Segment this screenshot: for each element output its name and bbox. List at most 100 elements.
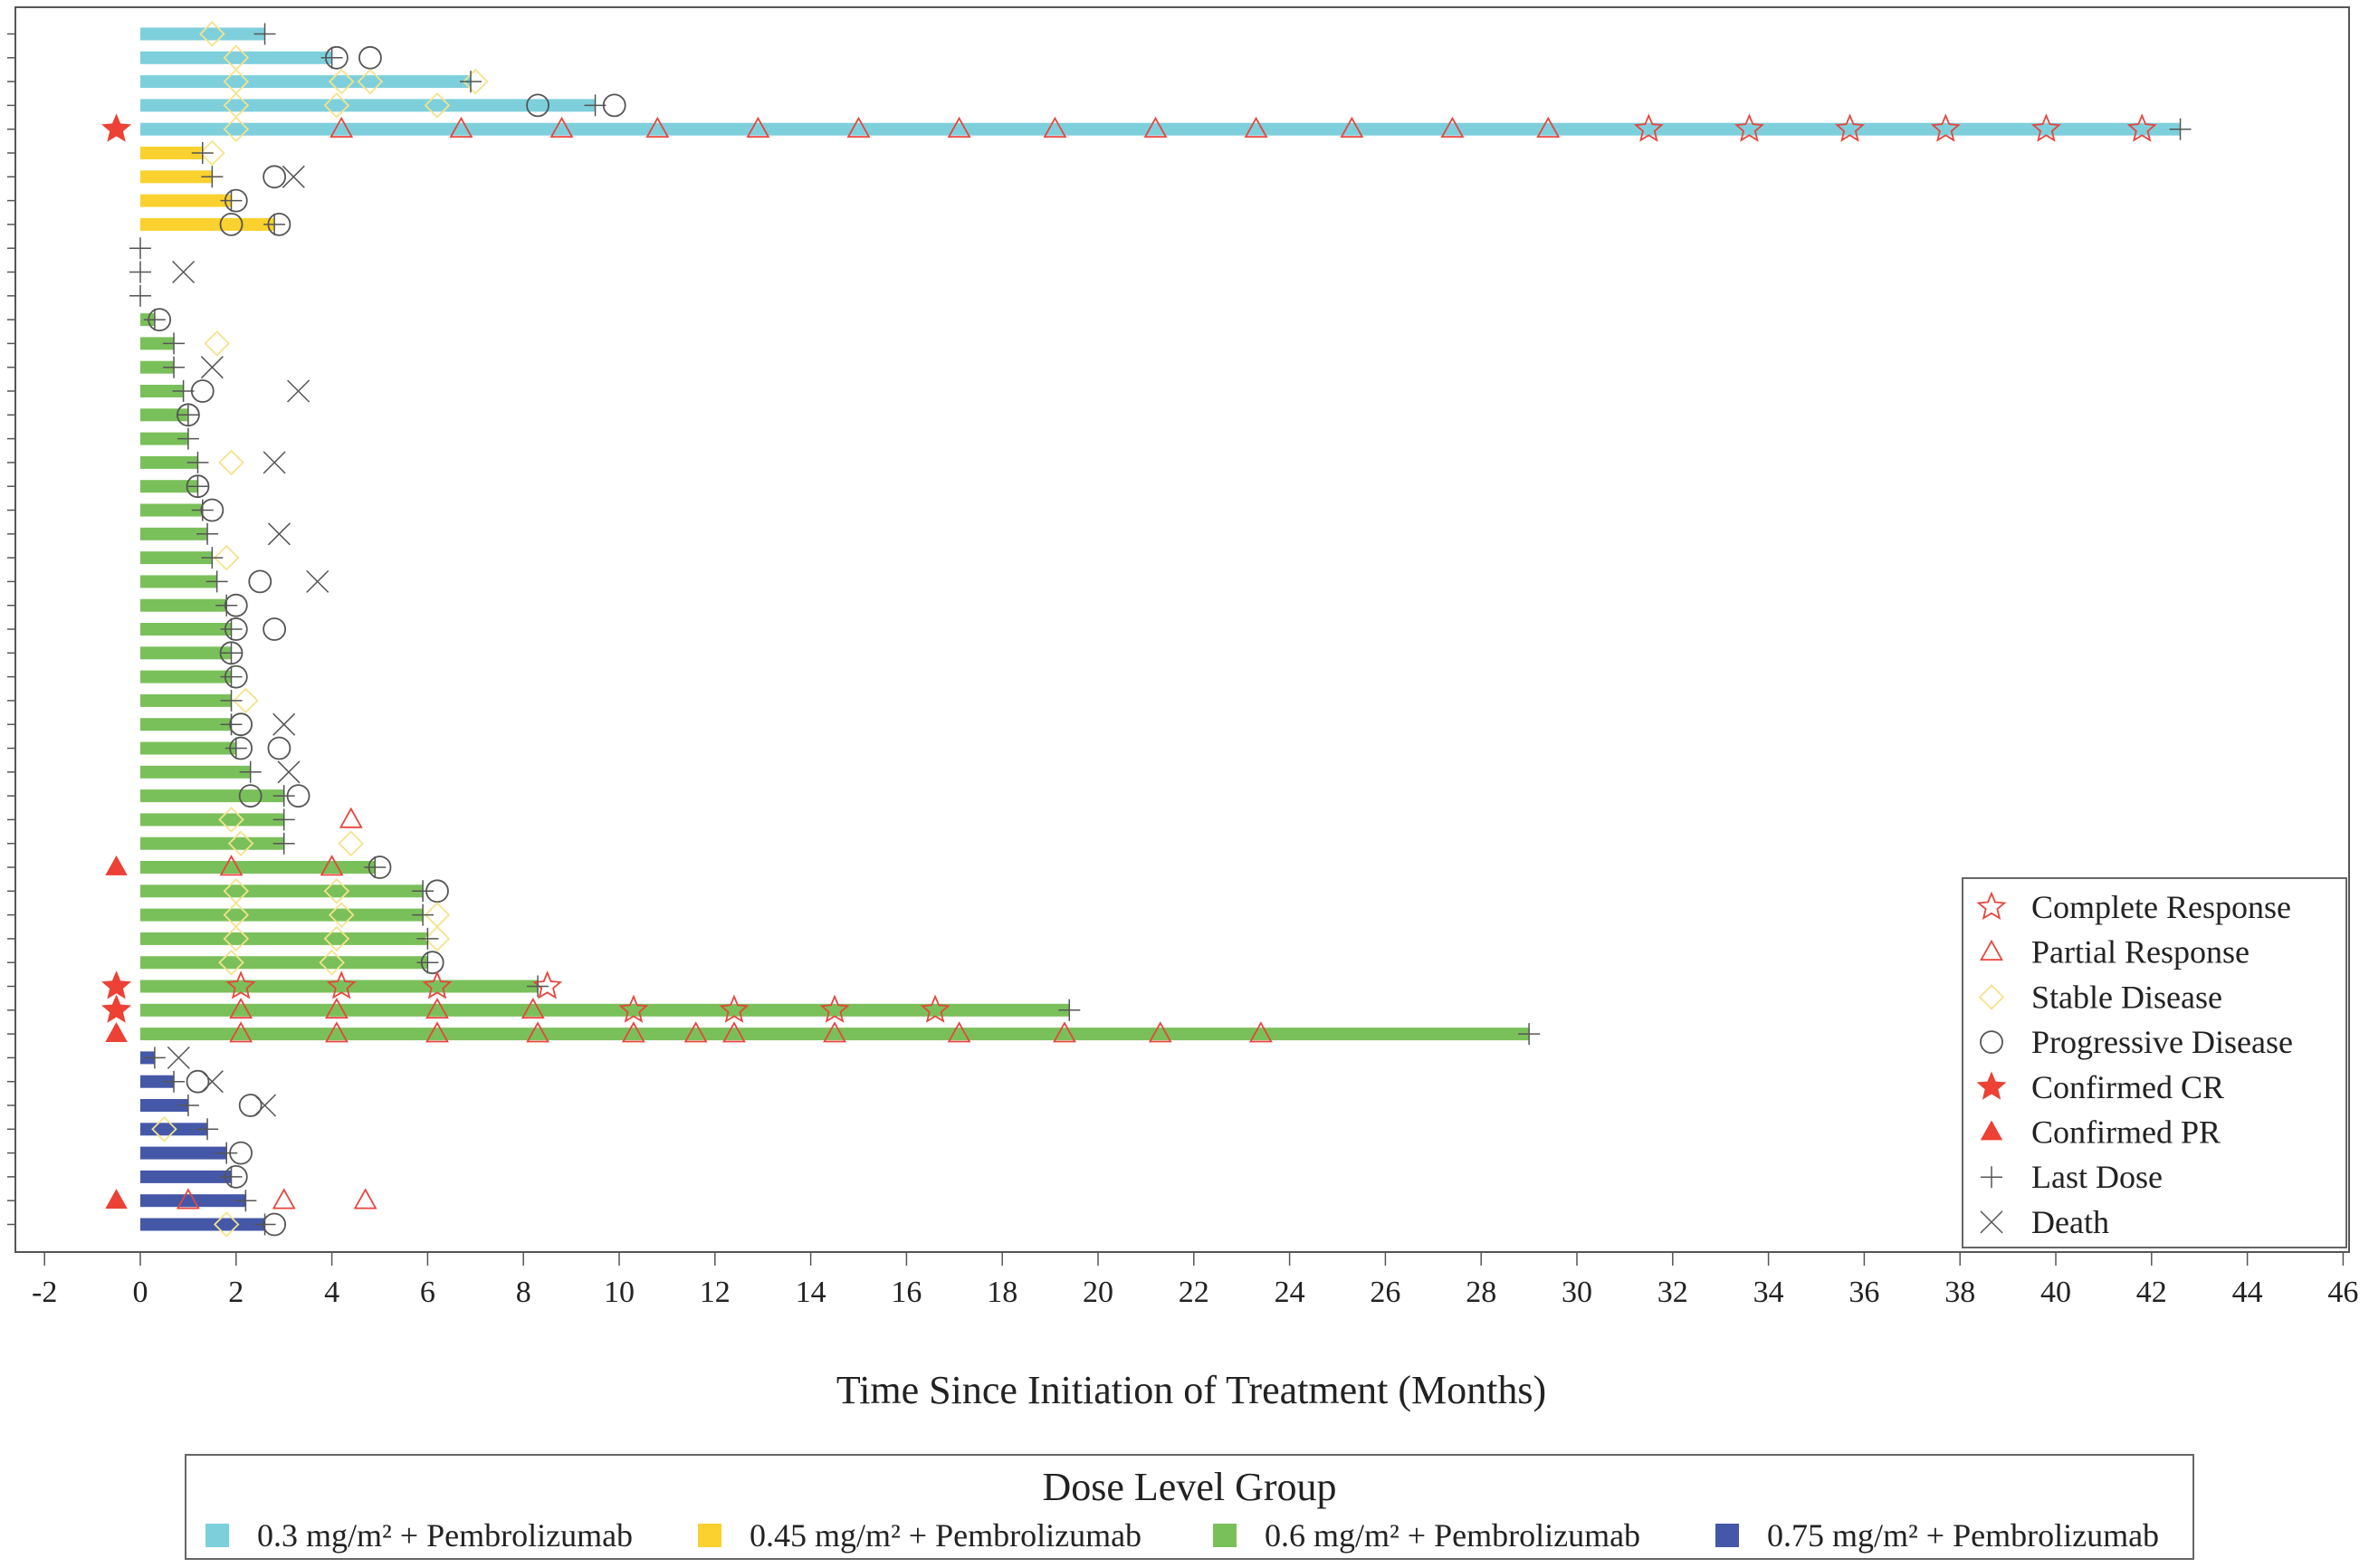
last-dose-marker (201, 166, 224, 188)
death-marker (263, 451, 286, 474)
patient-bar (140, 455, 198, 469)
patient-bar (140, 1099, 188, 1112)
partial-response-marker (1248, 1021, 1273, 1043)
patient-bar (140, 217, 275, 231)
partial-response-marker (549, 116, 574, 139)
patient-bar (140, 623, 232, 636)
partial-response-marker (320, 855, 344, 876)
progressive-disease-marker (238, 784, 263, 808)
patient-bar (140, 1123, 208, 1136)
x-tick-label: 34 (1753, 1276, 1784, 1309)
group-legend-label: 0.6 mg/m² + Pembrolizumab (1265, 1517, 1640, 1554)
response-legend-label: Complete Response (2031, 889, 2291, 925)
last-dose-marker (220, 665, 243, 688)
death-marker (287, 379, 310, 403)
response-legend-label: Death (2031, 1204, 2109, 1240)
last-dose-marker (263, 213, 286, 235)
patient-bar (140, 51, 332, 64)
last-dose-marker (412, 880, 435, 903)
group-legend-label: 0.3 mg/m² + Pembrolizumab (257, 1517, 633, 1554)
patient-bar (140, 908, 424, 922)
stable-disease-marker (204, 330, 230, 357)
partial-response-marker (1143, 116, 1168, 139)
x-axis-title: Time Since Initiation of Treatment (Mont… (836, 1368, 1546, 1412)
complete-response-marker (920, 994, 950, 1023)
last-dose-marker (416, 927, 439, 950)
stable-disease-marker (223, 925, 250, 952)
legend-cr-icon (1976, 891, 2007, 920)
last-dose-marker (186, 475, 209, 498)
partial-response-marker (324, 1021, 349, 1043)
x-tick-label: 16 (891, 1276, 922, 1309)
response-legend-item: Confirmed PR (1980, 1114, 2221, 1151)
partial-response-marker (846, 116, 871, 139)
death-marker (282, 165, 305, 188)
last-dose-marker (172, 380, 195, 402)
last-dose-marker (215, 1142, 238, 1164)
x-tick-label: 2 (228, 1276, 244, 1309)
death-marker (172, 260, 196, 284)
patient-bar (140, 1075, 175, 1088)
x-tick-label: 20 (1083, 1276, 1113, 1309)
legend-dt-icon (1980, 1210, 2003, 1234)
last-dose-marker (272, 785, 295, 808)
complete-response-marker (1633, 113, 1664, 142)
x-tick-label: 46 (2327, 1276, 2358, 1309)
progressive-disease-marker (190, 379, 215, 403)
complete-response-marker (326, 970, 357, 999)
stable-disease-marker (328, 68, 355, 95)
complete-response-marker (1734, 113, 1764, 142)
x-tick-label: 38 (1944, 1276, 1975, 1309)
response-legend-item: Last Dose (1981, 1159, 2163, 1195)
patient-bar (140, 170, 213, 184)
last-dose-marker (196, 522, 219, 545)
last-dose-marker (527, 975, 549, 998)
last-dose-marker (220, 642, 243, 664)
patient-bar (140, 1028, 1530, 1041)
last-dose-marker (460, 71, 482, 93)
group-legend-swatch (1715, 1524, 1739, 1547)
last-dose-marker (220, 713, 243, 736)
patient-bar (140, 980, 539, 993)
x-axis: -2 0 2 4 6 8 10 12 14 16 18 20 22 24 26 28 30 32 34 36 38 40 4… (32, 1252, 2358, 1309)
group-legend-swatch (205, 1524, 229, 1547)
partial-response-marker (219, 855, 244, 876)
legend-ld-icon (1981, 1166, 2002, 1189)
patient-bar (140, 551, 213, 565)
stable-disease-marker (323, 925, 350, 952)
last-dose-marker (234, 1190, 257, 1212)
x-tick-label: 12 (700, 1276, 731, 1309)
group-legend-swatch (1213, 1524, 1237, 1547)
x-tick-label: 14 (796, 1276, 826, 1309)
death-marker (200, 356, 224, 379)
last-dose-marker (253, 23, 276, 45)
last-dose-marker (129, 284, 151, 307)
partial-response-marker (425, 997, 449, 1019)
last-dose-marker (196, 1118, 219, 1141)
confirmed-pr-marker (105, 1022, 128, 1042)
progressive-disease-marker (263, 617, 287, 641)
partial-response-marker (339, 807, 363, 828)
stable-disease-marker (213, 544, 240, 571)
patient-bar (140, 956, 428, 970)
progressive-disease-marker (263, 165, 287, 189)
death-marker (167, 1046, 190, 1069)
last-dose-marker (272, 808, 295, 831)
patient-bar (140, 1194, 246, 1208)
confirmed-cr-marker (101, 994, 132, 1023)
legend-sd-icon (1978, 984, 2005, 1010)
group-legend-item: 0.75 mg/m² + Pembrolizumab (1715, 1517, 2159, 1554)
partial-response-marker (823, 1021, 846, 1043)
patient-bar (140, 670, 232, 684)
stable-disease-marker (218, 449, 244, 476)
response-legend-item: Stable Disease (1978, 979, 2222, 1015)
partial-response-marker (722, 1021, 746, 1043)
complete-response-marker (1835, 113, 1866, 142)
stable-disease-marker (357, 68, 384, 95)
x-tick-label: 24 (1275, 1276, 1305, 1309)
stable-disease-marker (151, 1116, 177, 1143)
patient-bar (140, 884, 424, 898)
patient-bar (140, 503, 203, 517)
last-dose-marker (163, 356, 186, 378)
x-tick-label: 44 (2232, 1276, 2263, 1309)
